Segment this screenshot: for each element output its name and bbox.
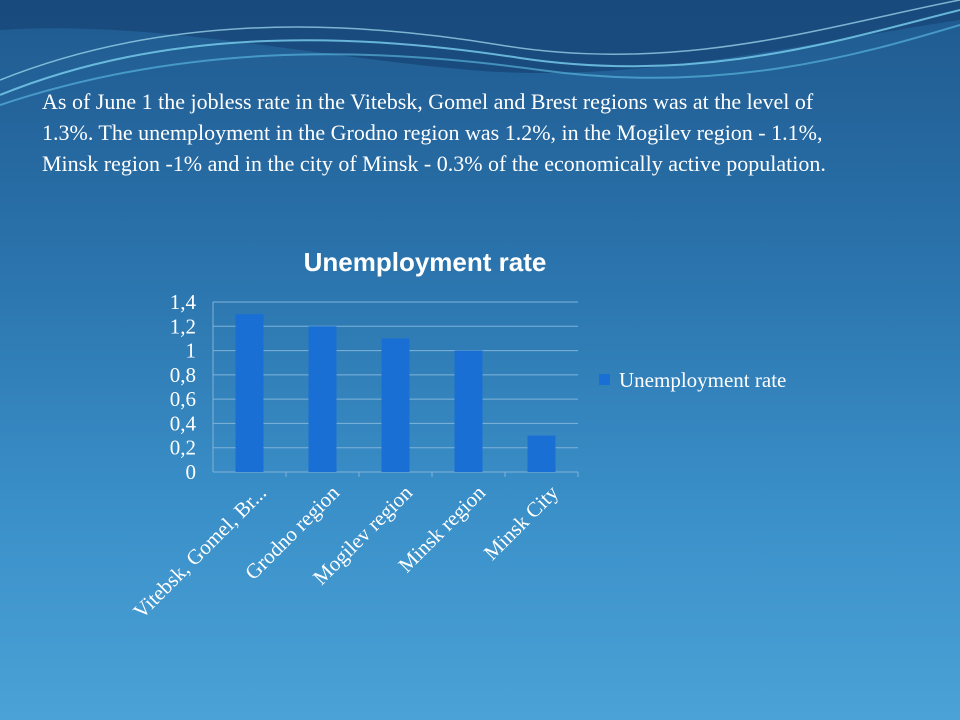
y-axis-ticks: 00,20,40,60,811,21,4 [170, 290, 197, 484]
y-tick-label: 1,4 [170, 290, 197, 314]
x-axis-labels: Vitebsk, Gomel, Br...Grodno regionMogile… [128, 480, 563, 623]
y-tick-label: 1,2 [170, 314, 196, 338]
y-tick-label: 1 [186, 339, 197, 363]
chart-legend: Unemployment rate [599, 368, 786, 392]
bar [235, 314, 264, 472]
bar [454, 350, 483, 472]
bar [527, 435, 556, 472]
legend-label: Unemployment rate [619, 368, 786, 392]
y-tick-label: 0 [186, 460, 197, 484]
legend-swatch [599, 374, 610, 385]
y-tick-label: 0,4 [170, 411, 197, 435]
bar [381, 338, 410, 472]
bar [308, 326, 337, 472]
chart-title: Unemployment rate [304, 247, 547, 277]
x-category-label: Vitebsk, Gomel, Br... [128, 481, 271, 624]
slide-body-text: As of June 1 the jobless rate in the Vit… [42, 89, 826, 176]
y-tick-label: 0,2 [170, 436, 196, 460]
x-category-label: Minsk City [479, 480, 564, 565]
chart-bars [235, 314, 556, 472]
y-tick-label: 0,6 [170, 387, 196, 411]
background-waves [0, 0, 960, 106]
y-tick-label: 0,8 [170, 363, 196, 387]
